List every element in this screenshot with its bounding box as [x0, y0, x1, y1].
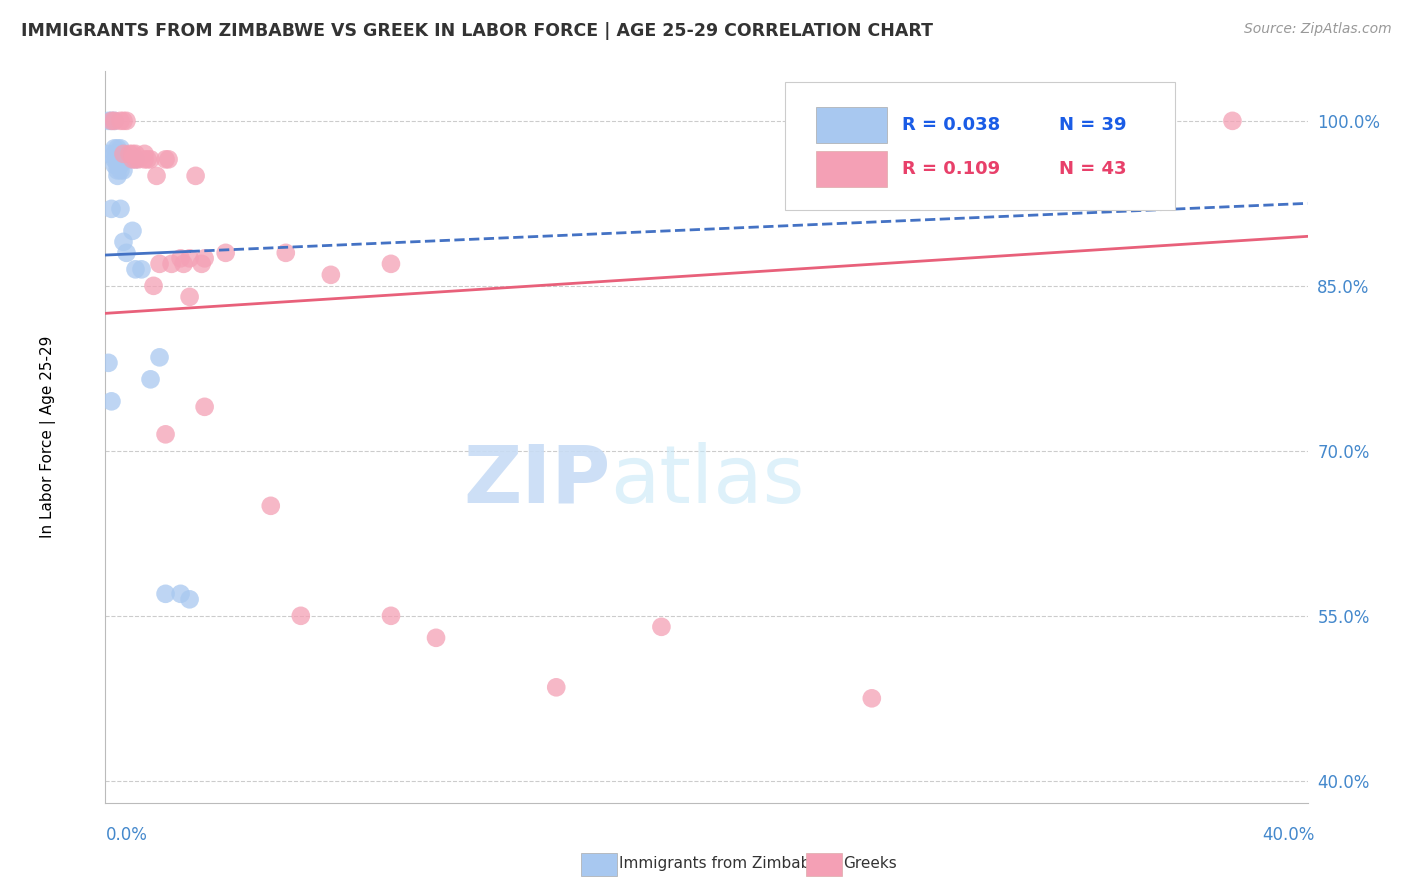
Point [650, 620, 672, 634]
Point [100, 394, 122, 409]
Point [1222, 113, 1244, 128]
Point [425, 631, 447, 645]
Text: ZIP: ZIP [463, 442, 610, 520]
Point [860, 691, 883, 706]
Point [160, 257, 183, 271]
Point [107, 169, 129, 183]
Text: N = 43: N = 43 [1059, 160, 1126, 178]
FancyBboxPatch shape [815, 151, 887, 186]
Point [107, 146, 129, 161]
Point [121, 153, 143, 167]
Point [124, 146, 146, 161]
Point [100, 113, 122, 128]
Point [107, 163, 129, 178]
Point [124, 153, 146, 167]
Point [110, 141, 132, 155]
Point [155, 153, 177, 167]
Text: R = 0.109: R = 0.109 [903, 160, 1001, 178]
Point [134, 146, 156, 161]
Point [290, 608, 312, 623]
Point [319, 268, 342, 282]
Point [97, 113, 120, 128]
Point [121, 224, 143, 238]
Point [103, 146, 125, 161]
FancyBboxPatch shape [785, 82, 1175, 211]
Point [139, 153, 162, 167]
Point [194, 252, 217, 266]
Point [97, 356, 120, 370]
Text: In Labor Force | Age 25-29: In Labor Force | Age 25-29 [39, 336, 56, 538]
Point [115, 245, 138, 260]
Point [142, 278, 165, 293]
Point [124, 262, 146, 277]
Point [179, 592, 201, 607]
Point [131, 262, 153, 277]
Point [103, 158, 125, 172]
Point [110, 163, 132, 178]
Point [107, 141, 129, 155]
Text: 40.0%: 40.0% [1263, 826, 1315, 844]
Text: Greeks: Greeks [844, 856, 897, 871]
Point [380, 257, 402, 271]
Text: 0.0%: 0.0% [105, 826, 148, 844]
Point [134, 153, 156, 167]
Point [260, 499, 283, 513]
Text: N = 39: N = 39 [1059, 116, 1126, 134]
Point [173, 257, 195, 271]
Point [169, 252, 191, 266]
Point [194, 400, 217, 414]
Point [214, 245, 236, 260]
Point [380, 608, 402, 623]
Point [103, 113, 125, 128]
Point [169, 587, 191, 601]
Text: atlas: atlas [610, 442, 804, 520]
Text: R = 0.038: R = 0.038 [903, 116, 1001, 134]
Point [157, 153, 180, 167]
Point [110, 146, 132, 161]
Point [115, 113, 138, 128]
Point [97, 146, 120, 161]
Text: IMMIGRANTS FROM ZIMBABWE VS GREEK IN LABOR FORCE | AGE 25-29 CORRELATION CHART: IMMIGRANTS FROM ZIMBABWE VS GREEK IN LAB… [21, 22, 934, 40]
Point [112, 113, 135, 128]
Point [155, 587, 177, 601]
Point [118, 146, 141, 161]
Point [128, 153, 150, 167]
Point [100, 202, 122, 216]
Point [139, 372, 162, 386]
Point [274, 245, 297, 260]
Point [179, 252, 201, 266]
FancyBboxPatch shape [815, 107, 887, 143]
Point [118, 153, 141, 167]
Point [103, 113, 125, 128]
Point [112, 235, 135, 249]
Point [145, 169, 167, 183]
Point [112, 146, 135, 161]
Point [155, 427, 177, 442]
Point [103, 141, 125, 155]
Text: Source: ZipAtlas.com: Source: ZipAtlas.com [1244, 22, 1392, 37]
Point [121, 146, 143, 161]
Point [546, 681, 568, 695]
Point [110, 202, 132, 216]
Point [107, 158, 129, 172]
Point [136, 153, 159, 167]
Point [148, 257, 170, 271]
Point [179, 290, 201, 304]
Point [110, 153, 132, 167]
Point [112, 153, 135, 167]
Point [110, 158, 132, 172]
Point [115, 153, 138, 167]
Point [107, 153, 129, 167]
Point [190, 257, 212, 271]
Point [112, 163, 135, 178]
Point [112, 146, 135, 161]
Text: Immigrants from Zimbabwe: Immigrants from Zimbabwe [619, 856, 832, 871]
Point [148, 351, 170, 365]
Point [124, 153, 146, 167]
Point [100, 113, 122, 128]
Point [103, 153, 125, 167]
Point [184, 169, 207, 183]
Point [110, 113, 132, 128]
